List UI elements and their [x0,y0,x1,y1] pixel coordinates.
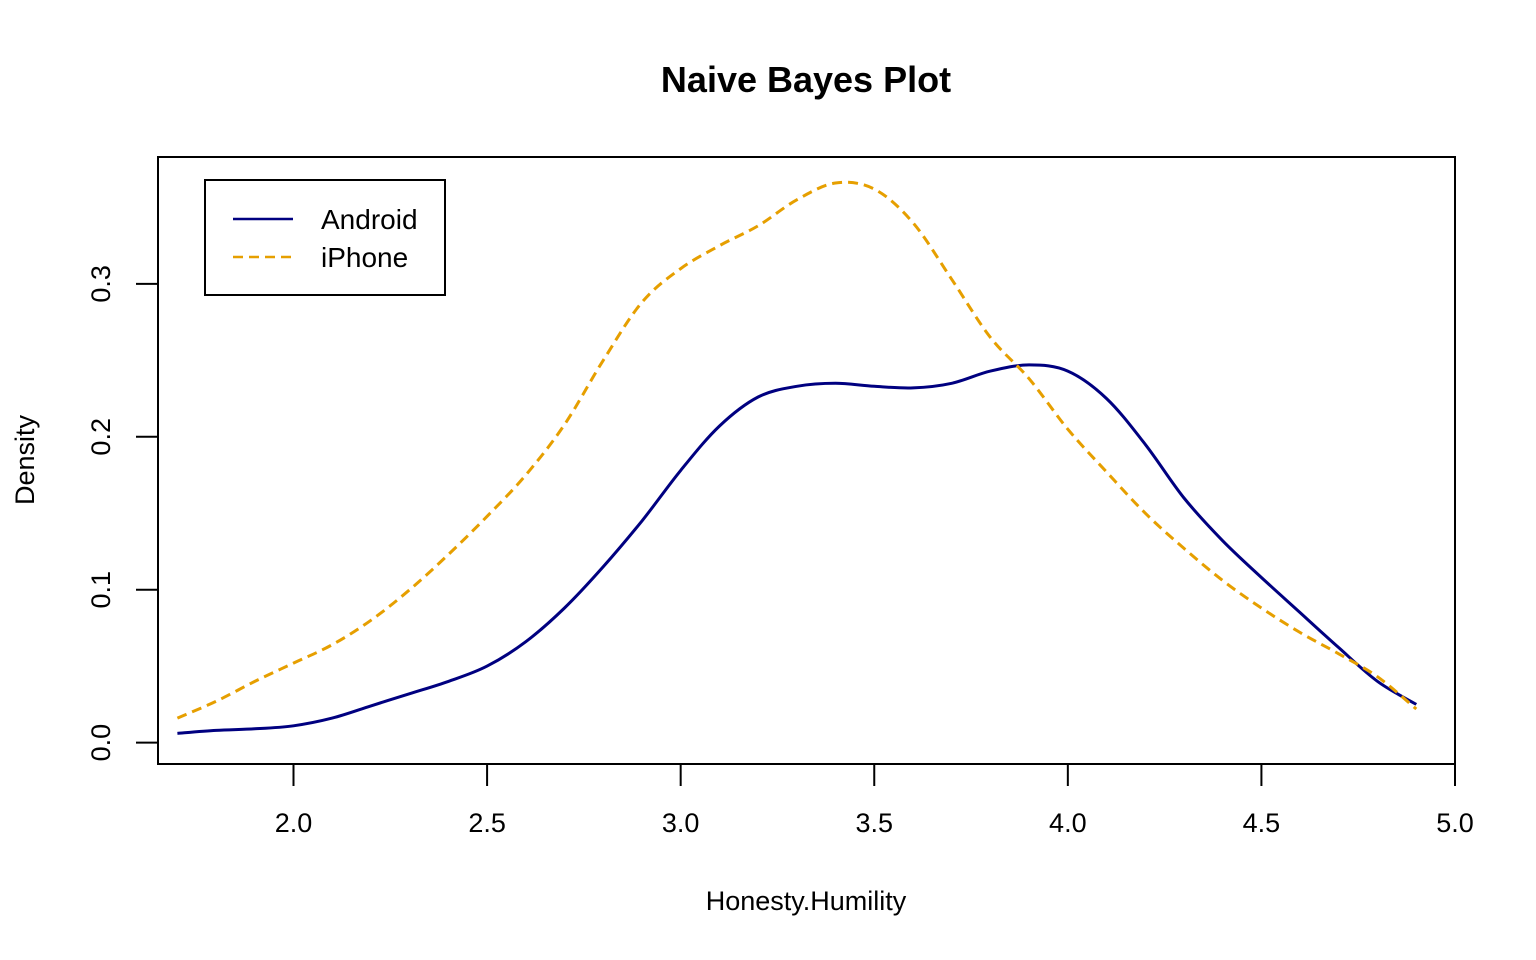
y-tick-label: 0.3 [86,265,116,303]
x-tick-label: 4.0 [1049,808,1087,838]
x-axis: 2.0 2.5 3.0 3.5 4.0 4.5 5.0 [275,763,1474,838]
y-tick-label: 0.1 [86,571,116,609]
y-tick-label: 0.0 [86,724,116,762]
legend: Android iPhone [204,179,446,296]
x-tick-label: 2.0 [275,808,313,838]
x-axis-label: Honesty.Humility [706,886,907,916]
series-line-iphone [176,180,1418,720]
legend-label-android: Android [321,204,418,235]
x-tick-label: 3.5 [855,808,893,838]
series-layer [176,180,1418,735]
x-tick-label: 2.5 [468,808,506,838]
chart-title: Naive Bayes Plot [661,59,951,100]
y-tick-label: 0.2 [86,418,116,456]
x-tick-label: 5.0 [1436,808,1474,838]
x-tick-label: 4.5 [1243,808,1281,838]
y-axis: 0.0 0.1 0.2 0.3 [86,265,159,762]
legend-label-iphone: iPhone [321,242,408,273]
y-axis-label: Density [10,414,40,505]
series-line-android [177,363,1418,735]
legend-box [204,179,446,296]
x-tick-label: 3.0 [662,808,700,838]
